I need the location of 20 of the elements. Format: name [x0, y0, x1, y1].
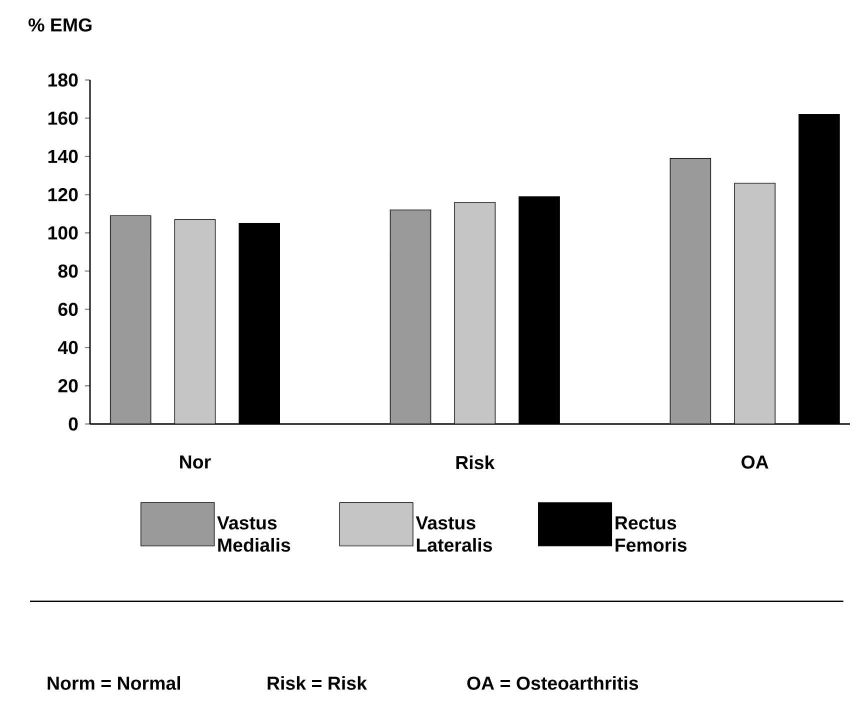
legend-label: Vastus Medialis	[217, 516, 290, 552]
y-tick-label: 180	[48, 73, 78, 87]
x-tick-label: Risk	[456, 455, 495, 470]
text: OA = Osteoarthritis	[467, 676, 638, 690]
text: Norm = Normal	[48, 676, 180, 690]
y-tick-label: 140	[48, 150, 78, 164]
legend-label: Rectus Femoris	[616, 516, 687, 552]
y-tick-label: 0	[68, 417, 78, 431]
y-tick-label: 80	[58, 264, 78, 278]
y-tick-label: 40	[58, 340, 78, 354]
x-tick-label: Nor	[180, 455, 211, 469]
y-tick-label: 20	[58, 379, 78, 392]
text: Risk = Risk	[268, 676, 368, 690]
x-tick-label: OA	[742, 455, 768, 469]
y-tick-label: 60	[58, 302, 78, 316]
y-axis-title: % EMG	[28, 18, 92, 32]
legend-label: Vastus Lateralis	[416, 516, 492, 552]
y-tick-label: 100	[48, 226, 78, 240]
y-tick-label: 120	[48, 188, 78, 202]
y-tick-label: 160	[48, 112, 78, 125]
